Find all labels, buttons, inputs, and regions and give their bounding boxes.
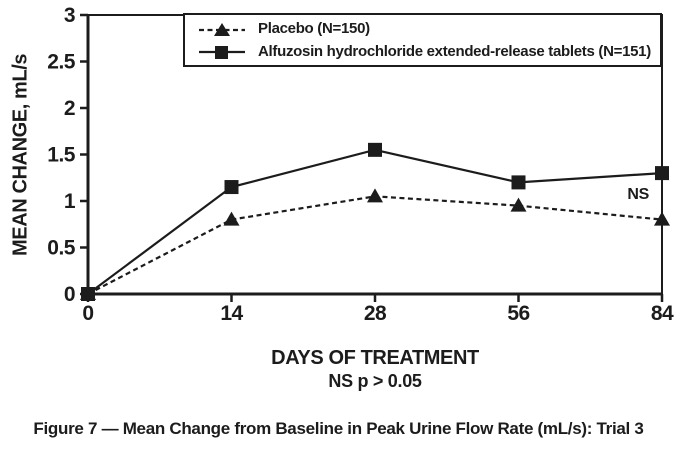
placebo-marker [223, 211, 240, 226]
legend-label-alfuzosin: Alfuzosin hydrochloride extended-release… [258, 43, 651, 60]
x-axis-title: DAYS OF TREATMENT [271, 347, 479, 369]
alfuzosin-marker [655, 166, 669, 181]
plot-area: 0 0.5 1 1.5 2 2.5 3 0 14 28 56 84 NS [47, 4, 674, 325]
x-tick-label: 14 [220, 302, 243, 325]
legend-label-placebo: Placebo (N=150) [258, 20, 370, 37]
legend-item-placebo: Placebo (N=150) [198, 18, 660, 39]
legend-item-alfuzosin: Alfuzosin hydrochloride extended-release… [198, 41, 660, 62]
alfuzosin-marker [81, 287, 95, 301]
y-axis-title: MEAN CHANGE, mL/s [9, 53, 32, 257]
placebo-marker [654, 211, 670, 226]
y-tick-label: 2 [64, 97, 75, 120]
y-tick-label: 3 [64, 4, 75, 27]
figure-caption: Figure 7 — Mean Change from Baseline in … [33, 419, 644, 438]
y-tick-label: 2.5 [47, 51, 76, 74]
alfuzosin-marker [511, 175, 526, 190]
placebo-marker [367, 188, 383, 203]
placebo-line [87, 195, 663, 295]
x-tick-label: 28 [364, 302, 387, 325]
alfuzosin-line [87, 148, 663, 295]
placebo-dashed-triangle-icon [199, 22, 245, 36]
y-tick-label: 1 [64, 190, 76, 213]
y-tick-label: 0 [64, 283, 75, 306]
y-tick-label: 0.5 [47, 237, 76, 260]
alfuzosin-solid-square-icon [199, 45, 245, 59]
x-tick-label: 56 [507, 302, 529, 325]
alfuzosin-marker [224, 180, 239, 195]
significance-footnote: NS p > 0.05 [328, 371, 422, 391]
x-tick-label: 84 [651, 302, 674, 325]
alfuzosin-marker [368, 142, 382, 157]
placebo-marker [510, 197, 527, 212]
ns-annotation: NS [627, 186, 649, 203]
legend: Placebo (N=150) Alfuzosin hydrochloride … [183, 13, 662, 67]
y-tick-label: 1.5 [47, 144, 76, 167]
x-tick-label: 0 [82, 302, 93, 325]
